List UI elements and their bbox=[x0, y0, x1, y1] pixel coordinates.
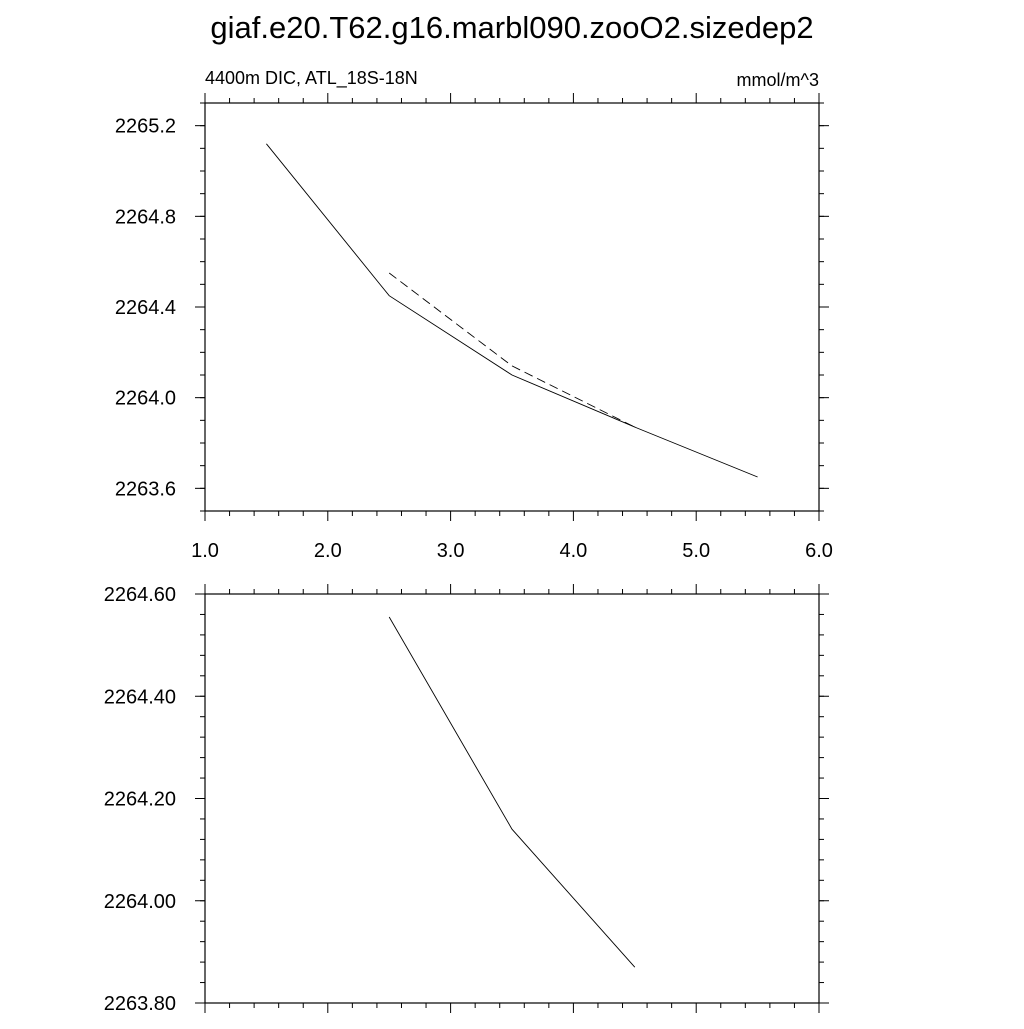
y-tick-label: 2264.20 bbox=[104, 789, 176, 811]
y-tick-label: 2263.6 bbox=[115, 478, 176, 500]
y-tick-label: 2264.0 bbox=[115, 388, 176, 410]
x-tick-label: 4.0 bbox=[559, 540, 587, 562]
page-title: giaf.e20.T62.g16.marbl090.zooO2.sizedep2 bbox=[210, 10, 813, 45]
y-tick-label: 2264.40 bbox=[104, 686, 176, 708]
y-tick-label: 2264.60 bbox=[104, 584, 176, 606]
panel-top: 4400m DIC, ATL_18S-18N mmol/m^3 1.0 2.0 3.… bbox=[115, 68, 833, 562]
x-tick-label: 6.0 bbox=[805, 540, 833, 562]
y-tick-label: 2264.00 bbox=[104, 891, 176, 913]
y-tick-label: 2265.2 bbox=[115, 116, 176, 138]
plot-frame bbox=[204, 593, 820, 1004]
x-tick-label: 3.0 bbox=[437, 540, 465, 562]
x-tick-label: 1.0 bbox=[191, 540, 219, 562]
panel-bottom: 2263.80 2264.00 2264.20 2264.40 2264.60 bbox=[104, 584, 829, 1015]
y-tick-label: 2264.4 bbox=[115, 297, 176, 319]
y-tick-label: 2263.80 bbox=[104, 993, 176, 1015]
series-line-dashed bbox=[388, 272, 636, 428]
panel-subtitle-left: 4400m DIC, ATL_18S-18N bbox=[205, 68, 418, 89]
x-tick-label: 5.0 bbox=[682, 540, 710, 562]
y-tick-label: 2264.8 bbox=[115, 206, 176, 228]
panel-subtitle-right: mmol/m^3 bbox=[737, 70, 819, 90]
series-line-solid bbox=[388, 616, 636, 968]
plot-frame bbox=[204, 102, 820, 512]
series-line-solid bbox=[266, 143, 758, 478]
x-tick-label: 2.0 bbox=[314, 540, 342, 562]
